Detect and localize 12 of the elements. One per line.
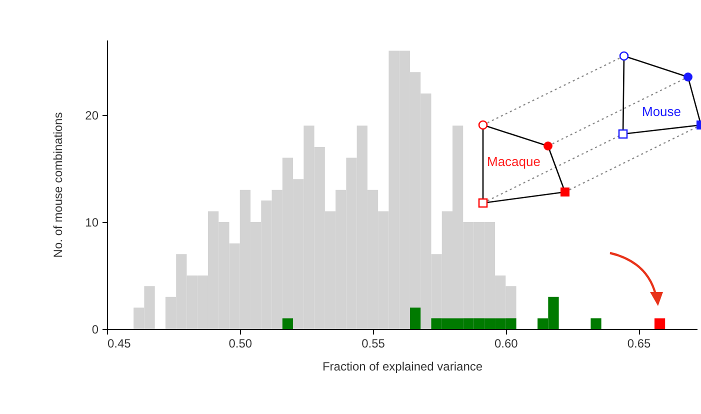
annotation: Macaque bbox=[487, 154, 540, 169]
annotation: Mouse bbox=[642, 104, 682, 119]
y-tick-label: 10 bbox=[85, 215, 99, 230]
x-tick-label: 0.50 bbox=[228, 336, 252, 350]
x-tick-label: 0.60 bbox=[494, 336, 518, 350]
y-tick-label: 0 bbox=[92, 322, 99, 336]
x-tick-label: 0.55 bbox=[362, 336, 386, 350]
x-tick-label: 0.45 bbox=[108, 336, 132, 350]
y-tick-label: 20 bbox=[85, 108, 99, 122]
x-axis-title: Fraction of explained variance bbox=[322, 360, 483, 374]
x-tick-label: 0.65 bbox=[627, 336, 652, 350]
y-axis-title: No. of mouse combinations bbox=[51, 112, 66, 258]
